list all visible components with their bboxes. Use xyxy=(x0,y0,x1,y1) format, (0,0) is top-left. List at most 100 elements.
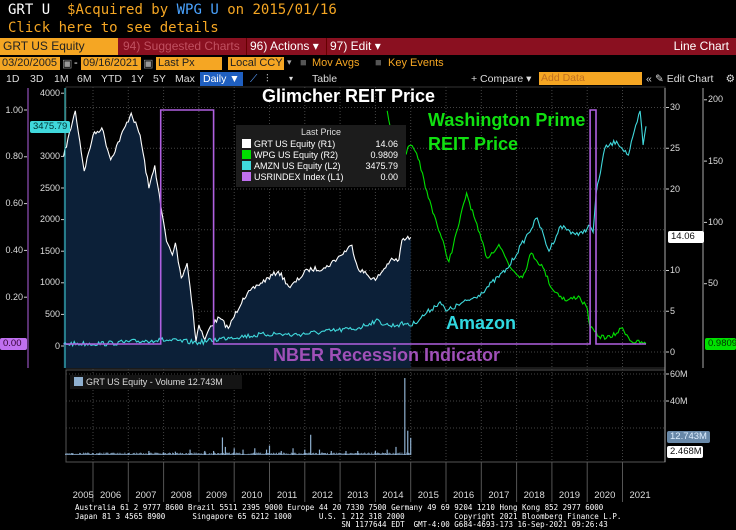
amzn-last-tag: 3475.79 xyxy=(30,121,71,133)
legend-swatch xyxy=(242,161,251,170)
year-label: 2011 xyxy=(276,490,298,501)
footer-line: SN 1177644 EDT GMT-4:00 G684-4693-173 16… xyxy=(75,520,608,529)
year-label: 2019 xyxy=(558,490,581,501)
chevron-down-icon[interactable]: ▾ xyxy=(287,57,292,67)
compare-button[interactable]: + Compare ▾ xyxy=(471,73,532,85)
volume-last-tag: 12.743M xyxy=(667,431,710,443)
security-input[interactable]: GRT US Equity xyxy=(0,38,118,55)
legend-value: 0.9809 xyxy=(370,150,398,160)
period-5y[interactable]: 5Y xyxy=(153,73,166,85)
calendar-icon[interactable]: ▣ xyxy=(62,58,73,70)
start-date-input[interactable]: 03/20/2005 xyxy=(0,57,60,70)
year-label: 2013 xyxy=(347,490,369,501)
year-label: 2015 xyxy=(417,490,439,501)
line-chart-icon[interactable]: ⟋ xyxy=(250,73,258,85)
date-separator: - xyxy=(74,57,78,69)
r1-tick-label: 10 xyxy=(670,265,681,275)
period-bar: 1D 3D 1M 6M YTD 1Y 5Y Max Daily ▼ ⟋ ⫶ ▾ … xyxy=(0,72,736,86)
footer: Australia 61 2 9777 8600 Brazil 5511 239… xyxy=(75,503,622,530)
security-header: GRT U $Acquired by WPG U on 2015/01/16 xyxy=(8,2,337,18)
edit-menu[interactable]: 97) Edit ▾ xyxy=(326,38,384,55)
r2-tick-label: 100 xyxy=(708,216,724,227)
mov-avgs-checkbox[interactable]: ■ xyxy=(300,57,307,69)
usrindex-last-tag: 0.00 xyxy=(0,338,27,350)
legend-item-amzn[interactable]: AMZN US Equity (L2) 3475.79 xyxy=(242,161,402,172)
legend-label: AMZN US Equity (L2) xyxy=(254,161,341,171)
l1-tick-label: 0.20 xyxy=(5,291,23,302)
currency-symbol: $ xyxy=(67,2,76,18)
year-label: 2006 xyxy=(100,490,122,501)
period-6m[interactable]: 6M xyxy=(77,73,92,85)
actions-menu[interactable]: 96) Actions ▾ xyxy=(246,38,322,55)
l2-tick-label: 0 xyxy=(54,340,60,351)
year-label: 2010 xyxy=(241,490,263,501)
l1-tick-label: 0.60 xyxy=(5,198,23,209)
period-ytd[interactable]: YTD xyxy=(101,73,122,85)
annotation-wpg-line2: REIT Price xyxy=(428,134,519,154)
legend-swatch xyxy=(242,172,251,181)
ticker: GRT U xyxy=(8,2,51,18)
volume-low-tag: 2.468M xyxy=(667,446,703,458)
year-label: 2009 xyxy=(205,490,228,501)
add-data-input[interactable]: Add Data xyxy=(539,72,642,85)
legend-item-usrindex[interactable]: USRINDEX Index (L1) 0.00 xyxy=(242,172,402,183)
r1-tick-label: 5 xyxy=(670,305,676,316)
year-label: 2017 xyxy=(488,490,510,501)
period-1d[interactable]: 1D xyxy=(6,73,20,85)
edit-chart-button[interactable]: ✎ Edit Chart xyxy=(655,73,714,85)
key-events-checkbox[interactable]: ■ xyxy=(375,57,382,69)
legend-swatch xyxy=(74,377,83,386)
volume-tick-label: 60M xyxy=(670,368,688,379)
r1-tick-label: 25 xyxy=(670,142,681,153)
calendar-icon[interactable]: ▣ xyxy=(143,58,154,70)
legend-item-grt[interactable]: GRT US Equity (R1) 14.06 xyxy=(242,139,402,150)
footer-line: Japan 81 3 4565 8900 Singapore 65 6212 1… xyxy=(75,511,622,521)
table-button[interactable]: Table xyxy=(312,73,338,85)
legend-item-wpg[interactable]: WPG US Equity (R2) 0.9809 xyxy=(242,150,402,161)
grt-last-tag: 14.06 xyxy=(668,231,704,243)
key-events-label[interactable]: Key Events xyxy=(388,57,444,69)
settings-gear-icon[interactable]: ⚙ xyxy=(725,73,735,85)
currency-select[interactable]: Local CCY xyxy=(228,57,284,70)
r2-tick-label: 200 xyxy=(708,94,724,105)
series-line-amzn-us-equity xyxy=(63,110,647,348)
collapse-button[interactable]: « xyxy=(646,73,652,85)
legend-swatch xyxy=(242,139,251,148)
year-label: 2008 xyxy=(170,490,192,501)
frequency-select[interactable]: Daily ▼ xyxy=(200,72,243,86)
period-max[interactable]: Max xyxy=(175,73,195,85)
chart-type-label: Line Chart xyxy=(673,39,729,53)
volume-legend: GRT US Equity - Volume 12.743M xyxy=(70,375,242,389)
year-label: 2016 xyxy=(453,490,475,501)
series-line-usrindex-index xyxy=(63,109,646,345)
period-1m[interactable]: 1M xyxy=(54,73,69,85)
mov-avgs-label[interactable]: Mov Avgs xyxy=(312,57,360,69)
legend: Last Price GRT US Equity (R1) 14.06 WPG U… xyxy=(236,125,406,187)
legend-value: 3475.79 xyxy=(365,161,398,171)
r1-tick-label: 20 xyxy=(670,183,681,194)
acquirer-link[interactable]: WPG U xyxy=(176,2,219,18)
field-select[interactable]: Last Px xyxy=(156,57,222,70)
year-label: 2005 xyxy=(72,490,94,501)
chevron-down-icon[interactable]: ▾ xyxy=(289,74,294,83)
period-1y[interactable]: 1Y xyxy=(131,73,144,85)
end-date-input[interactable]: 09/16/2021 xyxy=(81,57,141,70)
details-link[interactable]: Click here to see details xyxy=(8,20,219,36)
r1-tick-label: 0 xyxy=(670,346,676,357)
r1-tick-label: 30 xyxy=(670,102,681,112)
bar-chart-icon[interactable]: ⫶ xyxy=(266,73,269,85)
l2-tick-label: 3000 xyxy=(39,150,60,161)
suggested-charts-button[interactable]: 94) Suggested Charts xyxy=(123,39,240,53)
l1-tick-label: 1.00 xyxy=(5,104,23,115)
legend-value: 14.06 xyxy=(375,139,398,149)
annotation-wpg-line1: Washington Prime xyxy=(428,110,586,130)
acquired-text: Acquired by xyxy=(75,2,169,18)
period-3d[interactable]: 3D xyxy=(30,73,44,85)
l1-tick-label: 0.40 xyxy=(5,244,23,255)
annotation-nber: NBER Recession Indicator xyxy=(273,345,501,365)
l1-tick-label: 0.80 xyxy=(5,151,23,162)
annotation-amazon: Amazon xyxy=(446,313,517,333)
year-label: 2020 xyxy=(594,490,616,501)
l2-tick-label: 1000 xyxy=(39,277,60,288)
